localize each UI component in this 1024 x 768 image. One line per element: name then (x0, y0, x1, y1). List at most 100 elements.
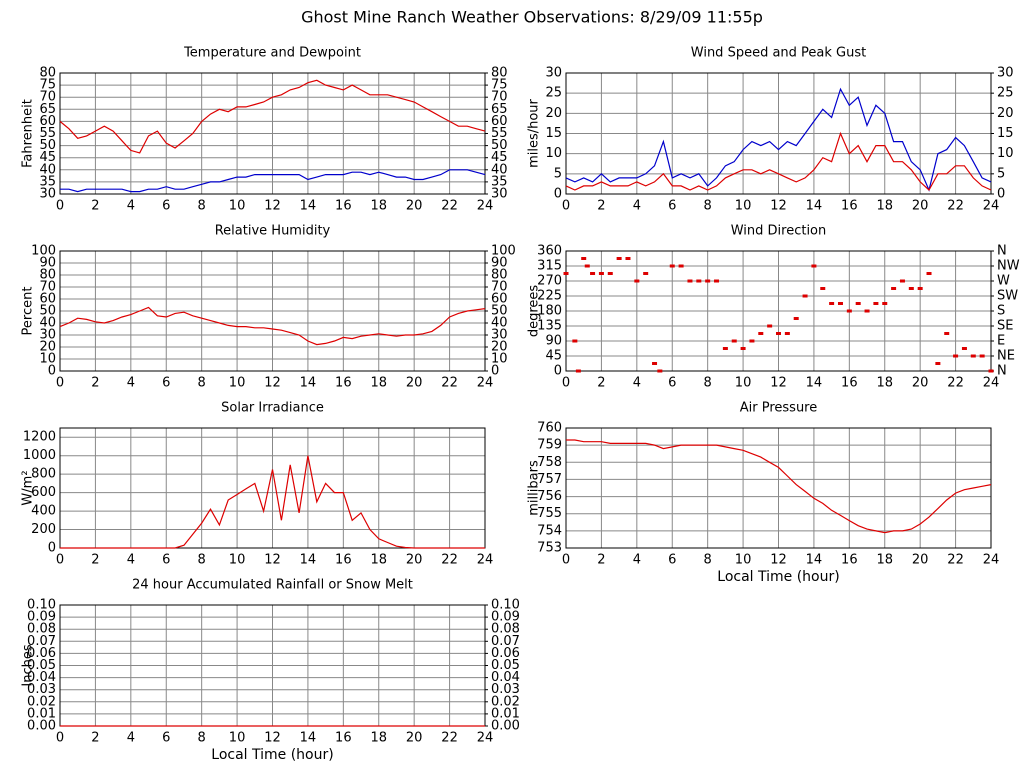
y2-tick-label: 50 (491, 304, 508, 319)
x-tick-label: 16 (841, 553, 858, 568)
y-tick-label: 35 (39, 174, 56, 189)
x-tick-label: 24 (477, 553, 494, 568)
y-tick-label: 70 (39, 280, 56, 295)
plot-frame (565, 250, 992, 372)
x-tick-label: 24 (477, 199, 494, 214)
y2-tick-label: 0.09 (491, 610, 520, 625)
x-tick-label: 4 (127, 199, 135, 214)
y-tick-label: 0 (554, 187, 562, 202)
y-tick-label: 360 (537, 244, 562, 259)
y-axis-label: miles/hour (527, 98, 542, 167)
y2-tick-label: E (997, 334, 1005, 349)
y-tick-label: 753 (537, 541, 562, 556)
x-tick-label: 14 (300, 553, 317, 568)
y-tick-label: 30 (39, 187, 56, 202)
y-tick-label: 70 (39, 90, 56, 105)
point (776, 332, 781, 335)
y-tick-label: 0.04 (27, 670, 56, 685)
x-tick-label: 20 (406, 553, 423, 568)
x-tick-label: 24 (477, 376, 494, 391)
x-tick-label: 2 (597, 199, 605, 214)
y2-tick-label: 35 (491, 174, 508, 189)
x-tick-label: 10 (229, 376, 246, 391)
y2-tick-label: 0.00 (491, 719, 520, 734)
x-tick-label: 24 (983, 553, 1000, 568)
y-tick-label: 50 (39, 138, 56, 153)
chart-title: Relative Humidity (215, 224, 331, 239)
x-tick-label: 0 (56, 731, 64, 746)
y2-tick-label: 10 (997, 146, 1014, 161)
x-tick-label: 12 (264, 553, 281, 568)
x-tick-label: 20 (406, 199, 423, 214)
point (575, 369, 581, 373)
point (767, 324, 773, 328)
y-tick-label: 270 (537, 274, 562, 289)
y-tick-label: 0.00 (27, 719, 56, 734)
y2-tick-label: 80 (491, 66, 508, 81)
point (598, 272, 604, 275)
x-tick-label: 2 (91, 199, 99, 214)
chart-title: Wind Speed and Peak Gust (691, 46, 866, 61)
point (793, 317, 799, 320)
y-tick-label: 10 (39, 352, 56, 367)
x-tick-label: 12 (264, 731, 281, 746)
y2-tick-label: N (997, 364, 1007, 379)
y-tick-label: 0 (48, 541, 56, 556)
y-tick-label: 55 (39, 126, 56, 141)
y-tick-label: 30 (545, 66, 562, 81)
plot-frame (59, 250, 486, 372)
x-tick-label: 24 (983, 199, 1000, 214)
y2-tick-label: 0.06 (491, 646, 520, 661)
y-tick-label: 0.06 (27, 646, 56, 661)
point (731, 339, 737, 343)
x-tick-label: 4 (127, 731, 135, 746)
x-tick-label: 6 (162, 553, 170, 568)
plot-frame (59, 427, 486, 549)
x-tick-label: 2 (597, 376, 605, 391)
chart-title: Wind Direction (731, 224, 827, 239)
series-line (565, 87, 992, 192)
x-tick-label: 12 (770, 199, 787, 214)
x-tick-label: 20 (912, 199, 929, 214)
y-tick-label: 50 (39, 304, 56, 319)
y2-tick-label: 0.07 (491, 634, 520, 649)
y-tick-label: 315 (537, 259, 562, 274)
plot-frame (59, 72, 486, 195)
y-axis-label: Fahrenheit (21, 99, 36, 168)
x-tick-label: 6 (162, 731, 170, 746)
point (652, 362, 658, 365)
y-tick-label: 0 (554, 364, 562, 379)
plot-frame (565, 72, 992, 195)
point (908, 287, 914, 290)
y-tick-label: 600 (31, 485, 56, 500)
y2-tick-label: 90 (491, 256, 508, 271)
y2-tick-label: 30 (997, 66, 1014, 81)
y2-tick-label: 20 (997, 106, 1014, 121)
series-line (566, 439, 992, 534)
y2-tick-label: 65 (491, 102, 508, 117)
y2-tick-label: 0.01 (491, 706, 520, 721)
y2-tick-label: 50 (491, 138, 508, 153)
point (616, 257, 622, 260)
y-tick-label: 0.03 (27, 682, 56, 697)
point (687, 279, 693, 283)
y-tick-label: 0.08 (27, 622, 56, 637)
y-tick-label: 80 (39, 268, 56, 283)
y-tick-label: 40 (39, 162, 56, 177)
x-tick-label: 10 (735, 376, 752, 391)
y-tick-label: 135 (537, 319, 562, 334)
y2-tick-label: NE (997, 349, 1015, 364)
point (581, 257, 587, 260)
x-tick-label: 0 (56, 376, 64, 391)
y-tick-label: 40 (39, 316, 56, 331)
point (970, 354, 976, 358)
y2-tick-label: 100 (491, 244, 516, 259)
point (837, 302, 843, 305)
y-tick-label: 80 (39, 66, 56, 81)
y-tick-label: 45 (545, 349, 562, 364)
y2-tick-label: NW (997, 259, 1020, 274)
x-tick-label: 16 (335, 376, 352, 391)
chart-title: Temperature and Dewpoint (183, 46, 361, 61)
y-tick-label: 30 (39, 328, 56, 343)
